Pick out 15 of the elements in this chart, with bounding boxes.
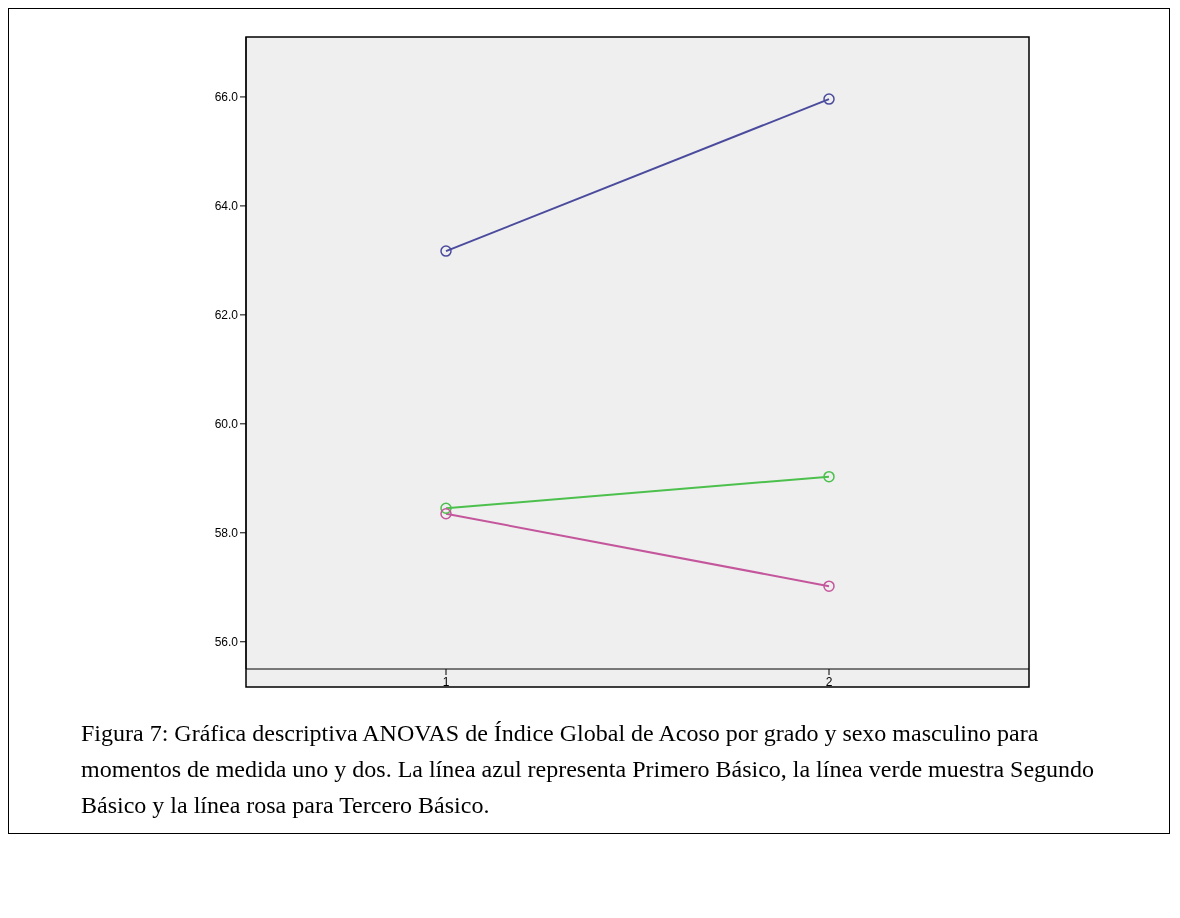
y-tick-label: 60.0	[214, 417, 239, 432]
point	[440, 245, 452, 257]
y-tick-label: 66.0	[214, 90, 239, 105]
y-tick-label: 62.0	[214, 308, 239, 323]
x-tick-label: 1	[442, 674, 450, 689]
y-tick-label: 64.0	[214, 199, 239, 214]
point	[440, 507, 452, 520]
text: Figura 7: Gráfica descriptiva ANOVAS de Índice Global de Acoso por grado y sexo masculino para momentos de medida uno y dos. La línea azul representa Primero Básico, la línea verde muestra Segundo Básico y la línea rosa para Tercero Básico.	[81, 719, 1096, 820]
point	[440, 502, 452, 515]
point	[823, 93, 835, 105]
point	[823, 580, 835, 592]
y-tick-label: 58.0	[214, 526, 239, 541]
y-tick-label: 56.0	[214, 635, 239, 650]
x-tick-label: 2	[825, 674, 833, 689]
point	[823, 470, 835, 483]
